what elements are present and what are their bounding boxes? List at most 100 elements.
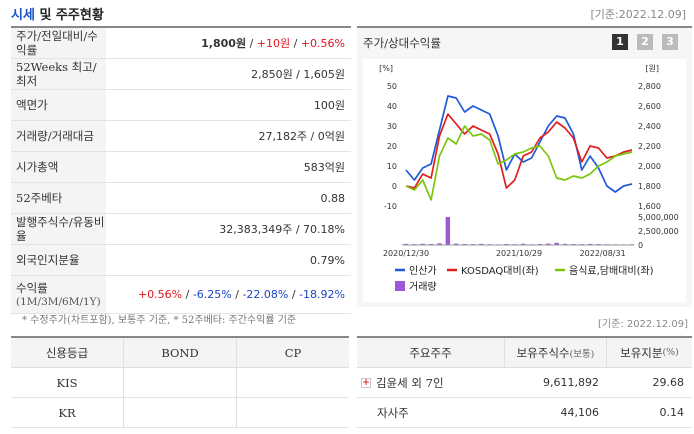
credit-cp [237, 398, 349, 427]
y-left-tick-label: 30 [387, 122, 397, 131]
x-tick-label: 2022/08/31 [580, 249, 626, 258]
y-right-tick-label: 2,000 [638, 162, 661, 171]
info-label: 수익률 (1M/3M/6M/1Y) [11, 276, 106, 313]
chart-page-3-button[interactable]: 3 [662, 34, 678, 50]
volume-bar [479, 243, 484, 245]
header-pct-label: 보유지분 [620, 345, 663, 360]
volume-bar [454, 243, 459, 245]
market-info-table: 주가/전일대비/수익률 1,800원 / +10원 / +0.56% 52Wee… [11, 26, 351, 314]
chart-panel: 주가/상대수익률 1 2 3 [%] [원] 50 40 30 20 10 0 -10 2,800… [357, 26, 692, 307]
header-shares: 보유주식수 (보통) [505, 338, 607, 367]
info-row-price: 주가/전일대비/수익률 1,800원 / +10원 / +0.56% [11, 28, 351, 59]
series-line [405, 95, 633, 193]
info-value: 100원 [313, 99, 345, 112]
header-holder: 주요주주 [357, 338, 505, 367]
current-price: 1,800원 [201, 37, 247, 50]
credit-agency: KR [11, 398, 124, 427]
info-row-volume: 거래량/거래대금 27,182주 / 0억원 [11, 121, 351, 152]
credit-row: KR [11, 398, 349, 428]
volume-bar [546, 243, 551, 245]
volume-bar [504, 243, 509, 245]
info-value: +0.56% / -6.25% / -22.08% / -18.92% [106, 288, 351, 301]
volume-tick-label: 0 [638, 241, 643, 250]
holder-shares: 44,106 [560, 406, 600, 419]
credit-rating-table: 신용등급 BOND CP KIS KR [11, 336, 349, 428]
legend-label: 인산가 [409, 265, 437, 277]
volume-bar [403, 243, 409, 245]
x-tick-label: 2020/12/30 [383, 249, 429, 258]
y-right-tick-label: 2,400 [638, 122, 661, 131]
y-right-tick-label: 2,200 [638, 142, 661, 151]
credit-header-cell: 신용등급 [11, 338, 124, 367]
holder-pct: 0.14 [659, 406, 685, 419]
expand-plus-icon[interactable]: + [361, 377, 371, 388]
y-right-tick-label: 2,800 [638, 82, 661, 91]
volume-bar [520, 243, 526, 245]
credit-agency: KIS [11, 368, 124, 397]
separator: / [231, 288, 243, 301]
info-label: 외국인지분율 [11, 245, 106, 275]
credit-cp [237, 368, 349, 397]
shareholder-base-date: [기준: 2022.12.09] [597, 319, 688, 330]
info-row-foreign: 외국인지분율 0.79% [11, 245, 351, 276]
series-line [405, 125, 633, 201]
section-title: 시세 및 주주현황 [11, 4, 104, 23]
return-6m: -22.08% [242, 288, 289, 301]
y-left-tick-label: 40 [387, 102, 397, 111]
volume-bar [587, 243, 593, 245]
volume-bar [537, 243, 543, 245]
y-right-tick-label: 2,600 [638, 102, 661, 111]
returns-sublabel: (1M/3M/6M/1Y) [16, 295, 101, 308]
volume-bar [462, 243, 467, 245]
volume-bar [437, 243, 442, 245]
legend-label: 거래량 [409, 281, 437, 293]
holder-name-cell: + 김윤세 외 7인 [357, 368, 505, 397]
y-left-unit: [%] [379, 64, 393, 73]
header-shares-sub: (보통) [569, 348, 595, 360]
header-pct-sub: (%) [662, 347, 679, 358]
y-right-tick-label: 1,800 [638, 182, 661, 191]
legend-label: KOSDAQ대비(좌) [461, 265, 539, 277]
chart-page-2-button[interactable]: 2 [637, 34, 653, 50]
separator: / [290, 37, 301, 50]
info-row-par-value: 액면가 100원 [11, 90, 351, 121]
volume-bar [445, 217, 451, 245]
chart-area: [%] [원] 50 40 30 20 10 0 -10 2,800 2,600 2,400 2,200… [363, 59, 686, 302]
holder-pct: 29.68 [652, 376, 685, 389]
shareholder-row: + 김윤세 외 7인 9,611,892 29.68 [357, 368, 692, 398]
legend-swatch [395, 281, 405, 291]
volume-bar [554, 242, 559, 245]
volume-bar [428, 243, 434, 245]
shareholder-table: 주요주주 보유주식수 (보통) 보유지분 (%) + 김윤세 외 7인 9,611,8… [357, 336, 692, 428]
holder-shares: 9,611,892 [543, 376, 599, 389]
holder-name: 자사주 [377, 405, 409, 420]
chart-page-1-button[interactable]: 1 [612, 34, 628, 50]
volume-bar [562, 243, 568, 245]
return-1m: +0.56% [137, 288, 183, 301]
separator: / [246, 37, 257, 50]
info-label: 52Weeks 최고/최저 [11, 59, 106, 89]
shareholder-header-row: 주요주주 보유주식수 (보통) 보유지분 (%) [357, 338, 692, 368]
separator: / [182, 288, 193, 301]
credit-header-row: 신용등급 BOND CP [11, 338, 349, 368]
y-left-tick-label: 20 [387, 142, 397, 151]
info-row-52weeks: 52Weeks 최고/최저 2,850원 / 1,605원 [11, 59, 351, 90]
info-label: 주가/전일대비/수익률 [11, 28, 106, 58]
return-1y: -18.92% [299, 288, 345, 301]
info-value: 1,800원 / +10원 / +0.56% [106, 35, 351, 51]
volume-tick-label: 5,000,000 [638, 213, 679, 222]
x-tick-label: 2021/10/29 [496, 249, 542, 258]
y-left-tick-label: -10 [384, 202, 397, 211]
price-chart: [%] [원] 50 40 30 20 10 0 -10 2,800 2,600 2,400 2,200… [379, 64, 679, 293]
volume-tick-label: 2,500,000 [638, 227, 679, 236]
section-title-rest: 및 주주현황 [34, 8, 104, 23]
header-pct: 보유지분 (%) [607, 338, 692, 367]
holder-name: 김윤세 외 7인 [376, 375, 444, 390]
info-row-beta: 52주베타 0.88 [11, 183, 351, 214]
info-row-market-cap: 시가총액 583억원 [11, 152, 351, 183]
info-value: 2,850원 / 1,605원 [251, 68, 345, 81]
info-label: 발행주식수/유동비율 [11, 214, 106, 244]
y-right-tick-label: 1,600 [638, 202, 661, 211]
info-value: 0.79% [310, 253, 345, 267]
info-value: 27,182주 / 0억원 [258, 130, 345, 143]
